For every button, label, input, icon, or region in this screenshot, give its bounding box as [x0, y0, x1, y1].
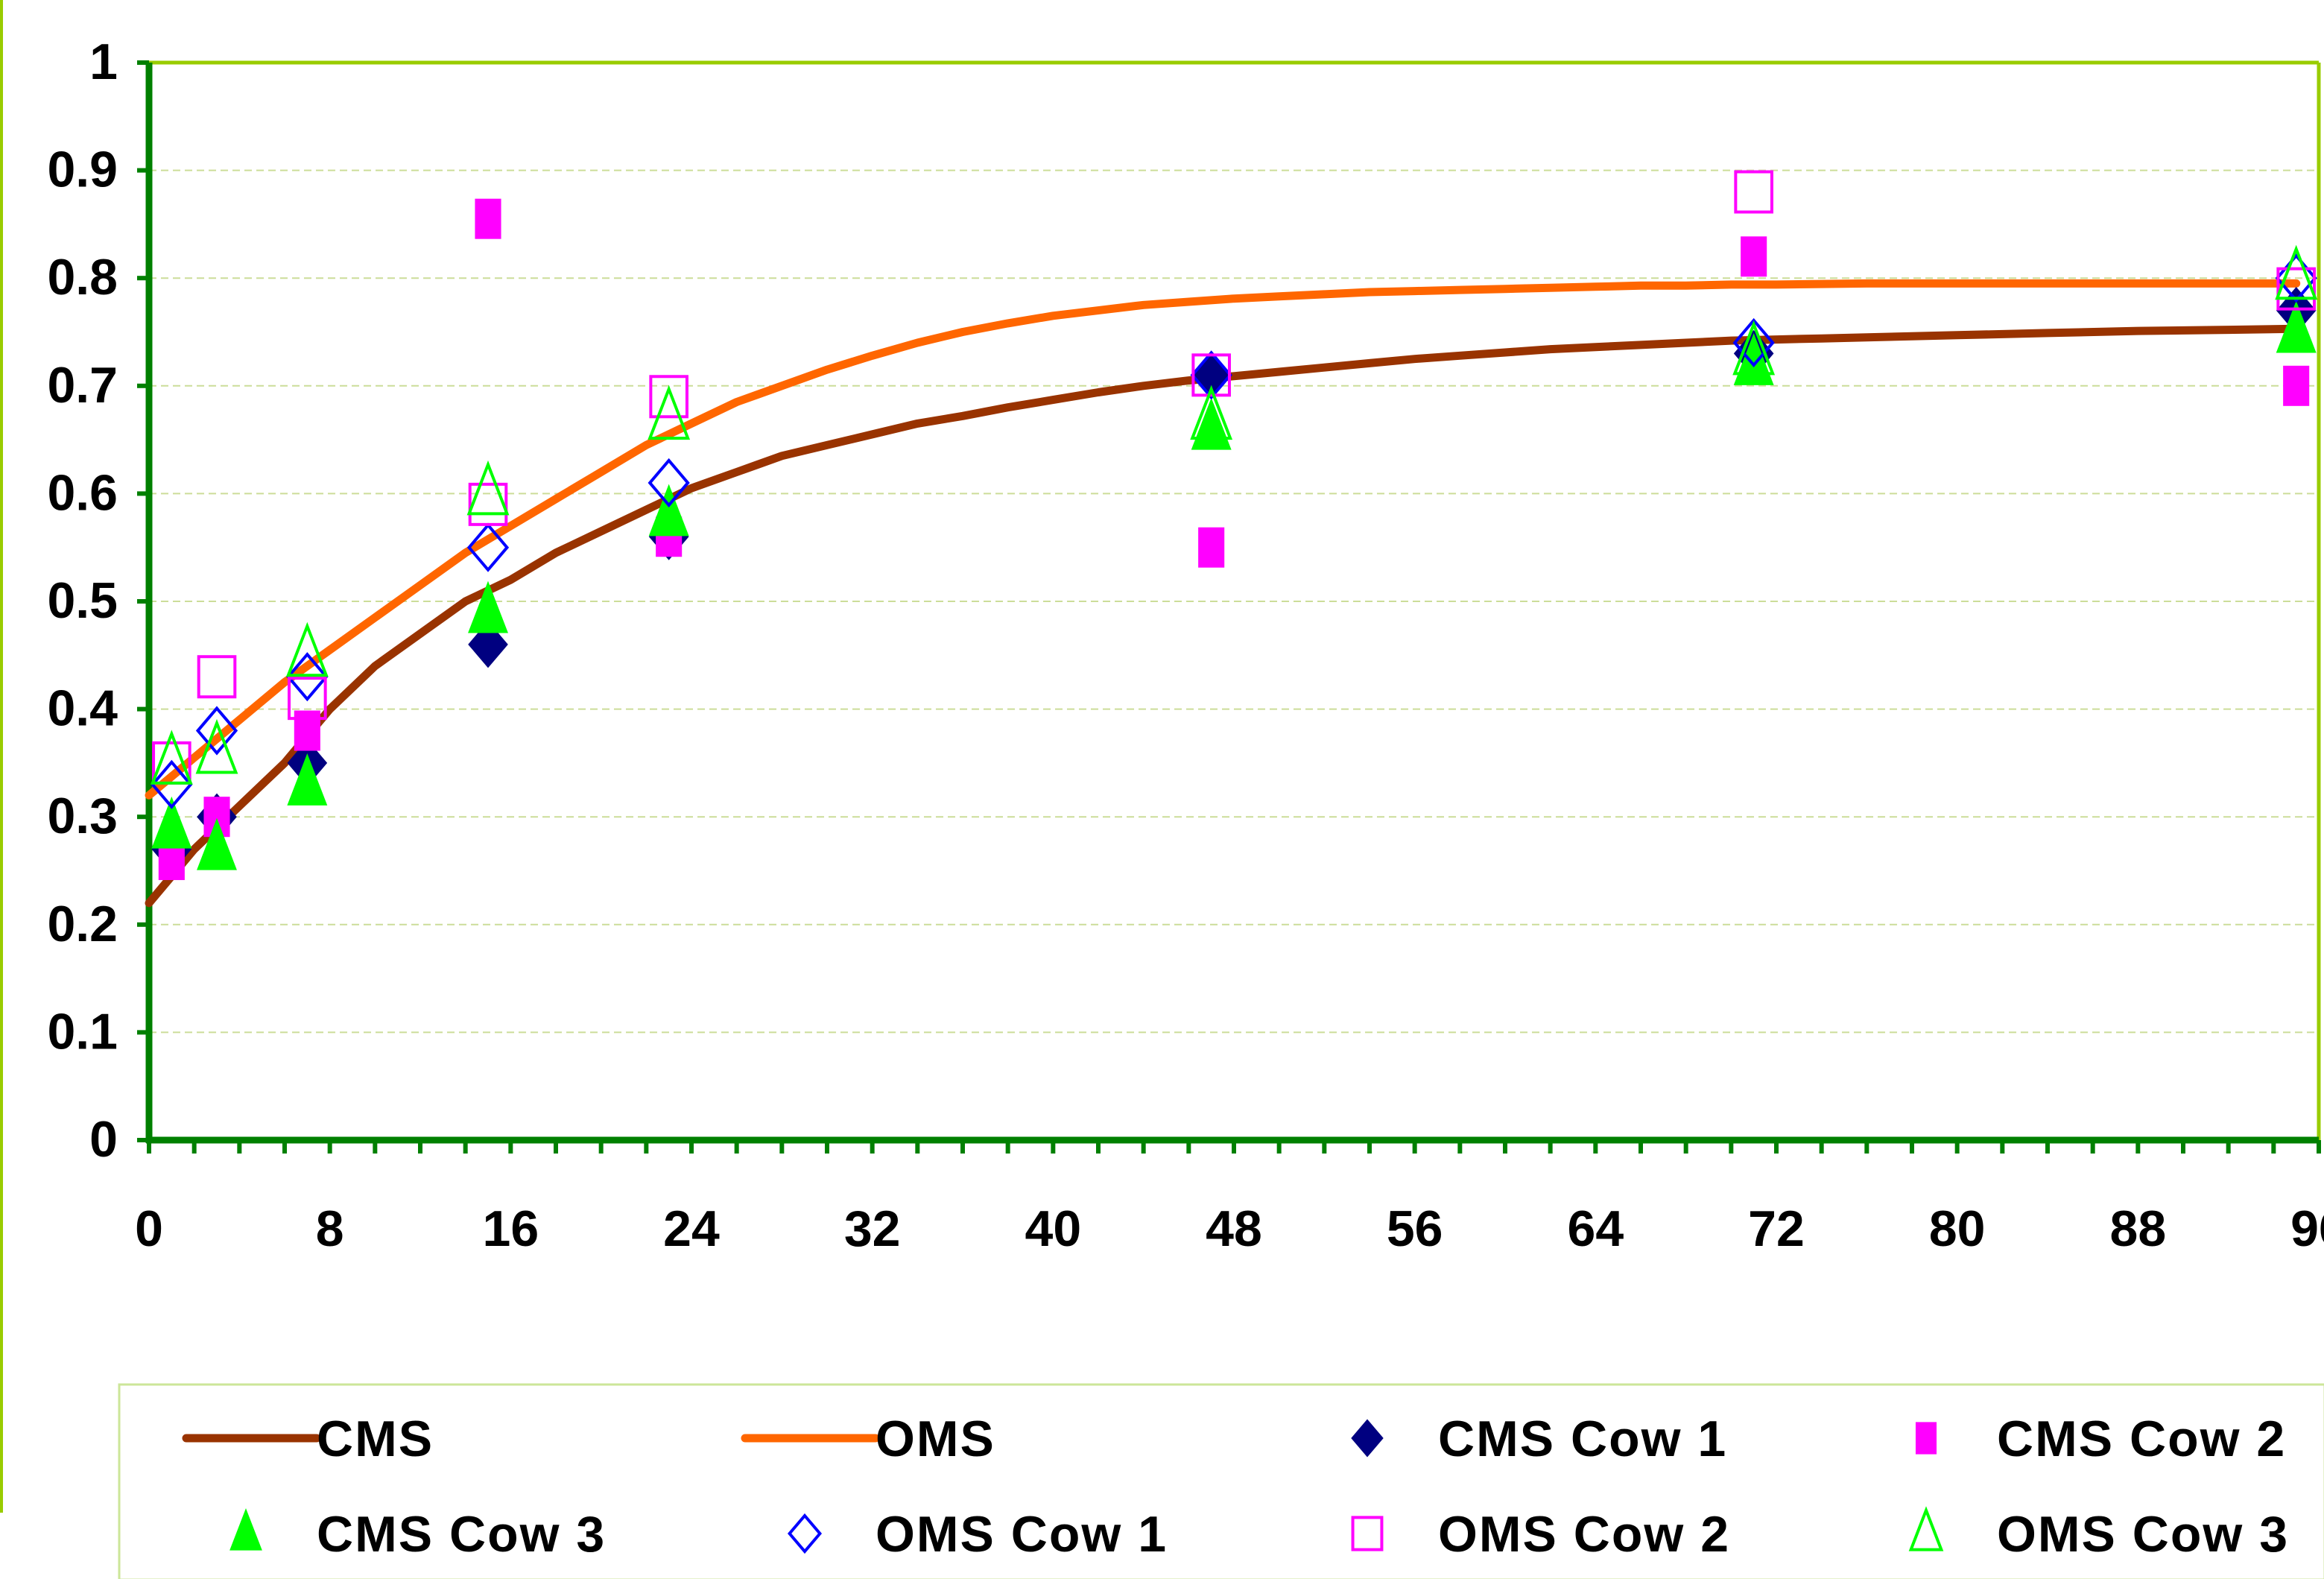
y-tick-label-0: 0	[89, 1111, 118, 1168]
y-tick-label-8: 0.8	[47, 249, 118, 306]
y-tick-label-5: 0.5	[47, 572, 118, 629]
oms-cow-1-point-4	[648, 458, 690, 508]
y-tick-label-7: 0.7	[47, 357, 118, 414]
oms-cow-3-point-0	[150, 730, 193, 785]
legend-label-oms: OMS	[876, 1411, 995, 1467]
y-tick-label-1: 0.1	[47, 1003, 118, 1060]
oms-cow-3-point-1	[195, 718, 238, 774]
cms-cow-2-point-7	[2283, 365, 2310, 406]
x-tick-label-8: 64	[1568, 1200, 1624, 1257]
x-tick-label-9: 72	[1748, 1200, 1805, 1257]
cms-cow-2-point-3	[475, 198, 501, 239]
y-tick-label-9: 0.9	[47, 142, 118, 198]
oms-cow-3-point-6	[1732, 320, 1776, 376]
plot-frame	[0, 0, 2321, 1513]
cms-cow-3-point-1	[197, 817, 237, 870]
legend-label-cms-cow-3: CMS Cow 3	[317, 1506, 606, 1563]
x-tick-label-0: 0	[135, 1200, 163, 1257]
oms-cow-2-point-4	[649, 375, 688, 419]
legend-label-cms-cow-1: CMS Cow 1	[1438, 1411, 1727, 1467]
legend-swatch-oms-cow-2	[1351, 1516, 1384, 1551]
legend-swatch-cms-cow-2	[1915, 1422, 1937, 1455]
x-tick-label-10: 80	[1929, 1200, 1986, 1257]
y-tick-label-2: 0.2	[47, 896, 118, 952]
oms-cow-1-point-6	[1732, 317, 1775, 368]
oms-cow-2-point-6	[1734, 170, 1773, 214]
x-tick-label-6: 48	[1206, 1200, 1262, 1257]
oms-cow-3-point-3	[466, 460, 510, 516]
oms-cow-2-point-2	[288, 677, 327, 721]
oms-cow-1-point-3	[466, 522, 510, 572]
cms-cow-3-point-3	[468, 580, 508, 633]
cms-cow-3-point-4	[648, 484, 689, 537]
y-tick-label-10: 1	[89, 34, 118, 90]
oms-cow-1-point-5	[1190, 350, 1232, 400]
series-markers	[150, 170, 2318, 881]
cms-cow-3-point-0	[151, 796, 192, 849]
x-tick-label-7: 56	[1387, 1200, 1443, 1257]
legend-swatch-oms-cow-3	[1908, 1506, 1944, 1551]
x-tick-label-2: 16	[483, 1200, 539, 1257]
x-tick-label-5: 40	[1025, 1200, 1082, 1257]
x-tick-label-3: 24	[663, 1200, 720, 1257]
x-tick-label-12: 96	[2290, 1200, 2324, 1257]
oms-cow-1-point-0	[151, 759, 193, 809]
cms-cow-2-point-5	[1198, 527, 1225, 568]
axis-ticks	[137, 60, 2321, 1154]
x-tick-label-1: 8	[316, 1200, 344, 1257]
legend-box	[118, 1383, 2324, 1579]
cms-cow-2-point-2	[294, 710, 320, 751]
y-tick-label-6: 0.6	[47, 464, 118, 521]
legend-swatch-cms-cow-3	[229, 1508, 262, 1551]
cms-cow-1-point-3	[468, 621, 508, 668]
oms-line	[145, 279, 2301, 800]
series-lines	[145, 279, 2301, 908]
x-tick-label-11: 88	[2110, 1200, 2167, 1257]
cms-line	[145, 324, 2301, 908]
grid-lines	[149, 169, 2319, 1034]
y-tick-label-4: 0.4	[47, 680, 118, 737]
oms-cow-2-point-7	[2276, 267, 2316, 311]
tick-labels: 0 0.1 0.2 0.3 0.4 0.5 0.6 0.7 0.8 0.9 1 0 8 16 24 32 40 4…	[47, 34, 2324, 1257]
legend-label-cms: CMS	[317, 1411, 434, 1467]
cms-cow-2-point-6	[1741, 236, 1767, 277]
oms-cow-2-point-5	[1191, 353, 1231, 397]
cms-cow-3-point-2	[287, 753, 328, 806]
oms-cow-3-point-4	[648, 385, 691, 440]
legend-swatch-oms-cow-1	[787, 1513, 823, 1554]
legend-label-oms-cow-1: OMS Cow 1	[876, 1506, 1168, 1563]
oms-cow-1-point-1	[195, 706, 238, 756]
oms-cow-1-point-7	[2275, 253, 2317, 303]
cms-cow-3-point-6	[1733, 333, 1774, 385]
oms-cow-3-point-5	[1190, 385, 1233, 440]
oms-cow-2-point-1	[197, 655, 237, 699]
cms-cow-3-point-5	[1191, 397, 1232, 450]
x-tick-label-4: 32	[844, 1200, 901, 1257]
legend-label-oms-cow-3: OMS Cow 3	[1997, 1506, 2289, 1563]
oms-cow-3-point-2	[285, 621, 329, 677]
legend-label-cms-cow-2: CMS Cow 2	[1997, 1411, 2286, 1467]
oms-cow-2-point-3	[468, 482, 508, 526]
oms-cow-1-point-2	[286, 652, 329, 702]
legend-swatch-cms-cow-1	[1351, 1419, 1384, 1458]
legend: CMS OMS CMS Cow 1 CMS Cow 2 CMS Cow 3 OMS Cow…	[118, 1383, 2324, 1579]
y-tick-label-3: 0.3	[47, 788, 118, 844]
cms-cow-3-point-7	[2276, 300, 2317, 353]
legend-label-oms-cow-2: OMS Cow 2	[1438, 1506, 1730, 1563]
oms-cow-3-point-7	[2275, 244, 2318, 300]
